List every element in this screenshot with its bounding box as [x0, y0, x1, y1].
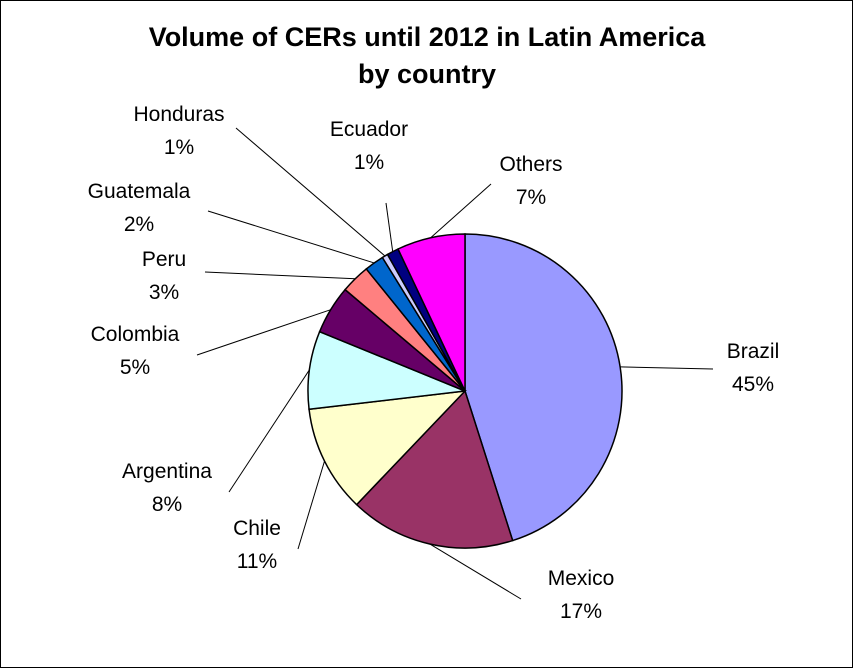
chart-title: Volume of CERs until 2012 in Latin Ameri…	[149, 22, 707, 52]
slice-label-name-peru: Peru	[142, 248, 186, 271]
slice-label-name-chile: Chile	[233, 517, 281, 540]
slice-label-percent-peru: 3%	[149, 281, 179, 304]
leader-line-colombia	[196, 309, 331, 356]
leader-line-peru	[204, 271, 356, 280]
slice-labels: Brazil 45% Mexico 17% Chile 11% Argentina 8% Col…	[88, 103, 780, 623]
slice-label-percent-colombia: 5%	[120, 356, 150, 379]
pie-slices	[307, 233, 623, 549]
pie-slice-brazil	[464, 233, 623, 542]
slice-label-name-colombia: Colombia	[91, 323, 180, 346]
slice-label-percent-others: 7%	[516, 186, 546, 209]
slice-label-percent-brazil: 45%	[732, 373, 774, 396]
slice-label-name-argentina: Argentina	[122, 460, 212, 483]
slice-label-percent-guatemala: 2%	[124, 213, 154, 236]
leader-line-guatemala	[207, 210, 375, 264]
pie-slice-others	[397, 233, 466, 392]
chart-subtitle: by country	[358, 59, 496, 89]
leader-line-brazil	[620, 366, 714, 370]
leader-line-argentina	[228, 369, 310, 493]
slice-label-percent-ecuador: 1%	[354, 151, 384, 174]
leader-line-ecuador	[385, 202, 394, 252]
leader-line-honduras	[235, 127, 386, 257]
leader-line-others	[430, 183, 492, 239]
leader-line-mexico	[429, 543, 522, 600]
slice-label-name-guatemala: Guatemala	[88, 180, 191, 203]
slice-label-name-ecuador: Ecuador	[330, 118, 408, 141]
leader-lines	[196, 127, 714, 600]
pie-slice-mexico	[355, 389, 514, 549]
slice-label-name-others: Others	[499, 153, 562, 176]
slice-label-name-brazil: Brazil	[727, 340, 780, 363]
slice-label-name-honduras: Honduras	[133, 103, 224, 126]
slice-label-percent-chile: 11%	[237, 550, 277, 573]
pie-slice-chile	[308, 390, 467, 506]
slice-label-percent-mexico: 17%	[560, 600, 602, 623]
slice-label-percent-honduras: 1%	[164, 136, 194, 159]
leader-line-chile	[297, 460, 325, 550]
slice-label-percent-argentina: 8%	[152, 493, 182, 516]
slice-label-name-mexico: Mexico	[548, 567, 615, 590]
